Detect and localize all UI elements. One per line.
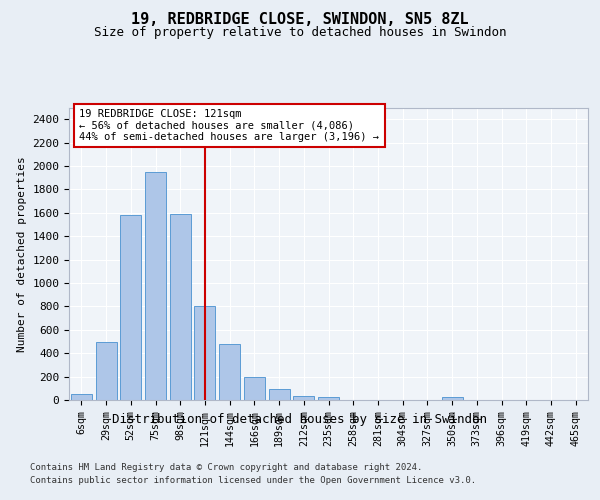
Bar	[244, 377, 265, 400]
Bar	[95, 342, 116, 400]
Bar	[170, 214, 191, 400]
Text: Contains public sector information licensed under the Open Government Licence v3: Contains public sector information licen…	[30, 476, 476, 485]
Bar	[293, 396, 314, 400]
Text: 19, REDBRIDGE CLOSE, SWINDON, SN5 8ZL: 19, REDBRIDGE CLOSE, SWINDON, SN5 8ZL	[131, 12, 469, 28]
Text: Contains HM Land Registry data © Crown copyright and database right 2024.: Contains HM Land Registry data © Crown c…	[30, 462, 422, 471]
Text: 19 REDBRIDGE CLOSE: 121sqm
← 56% of detached houses are smaller (4,086)
44% of s: 19 REDBRIDGE CLOSE: 121sqm ← 56% of deta…	[79, 109, 379, 142]
Text: Distribution of detached houses by size in Swindon: Distribution of detached houses by size …	[113, 412, 487, 426]
Y-axis label: Number of detached properties: Number of detached properties	[17, 156, 27, 352]
Text: Size of property relative to detached houses in Swindon: Size of property relative to detached ho…	[94, 26, 506, 39]
Bar	[71, 394, 92, 400]
Bar	[318, 396, 339, 400]
Bar	[442, 398, 463, 400]
Bar	[120, 215, 141, 400]
Bar	[194, 306, 215, 400]
Bar	[145, 172, 166, 400]
Bar	[219, 344, 240, 400]
Bar	[269, 390, 290, 400]
